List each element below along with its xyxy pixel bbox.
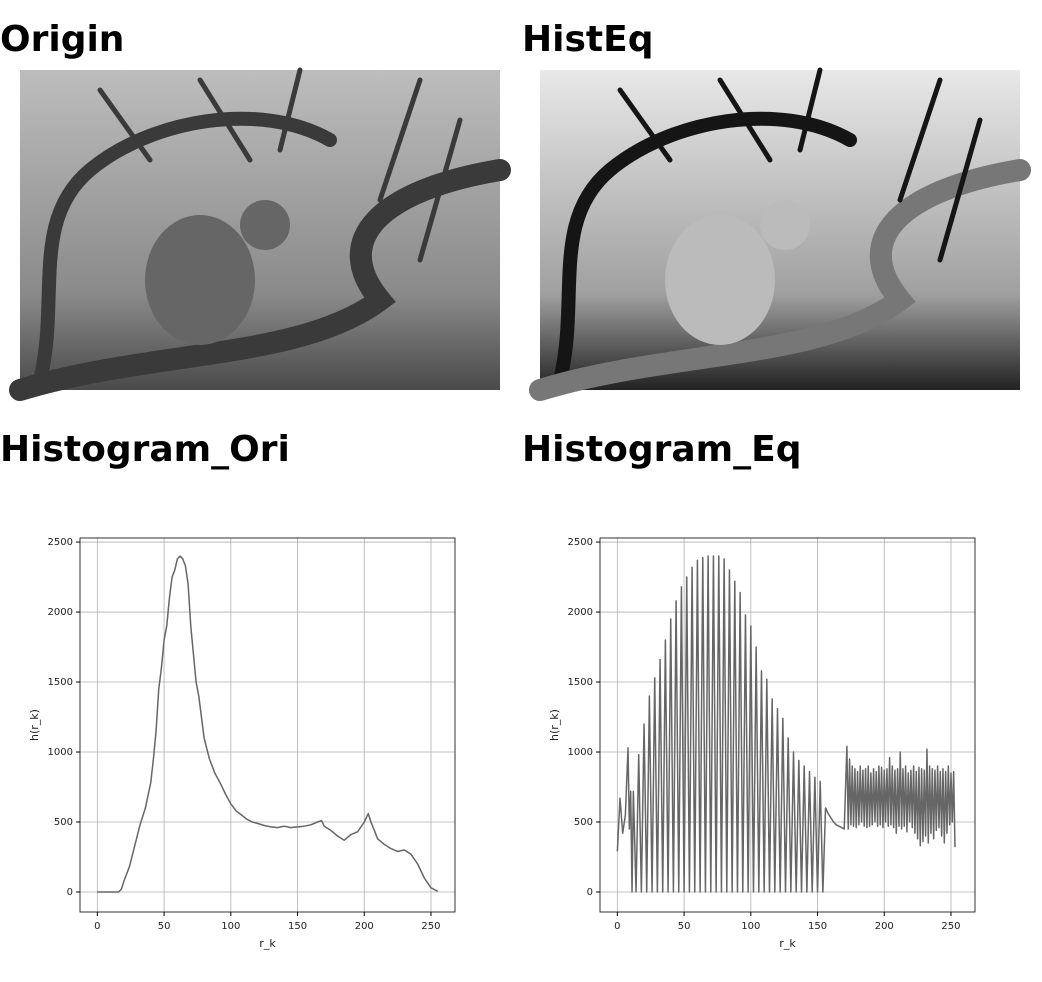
- photo-original: [9, 67, 511, 401]
- photo-equalized: [529, 67, 1031, 401]
- y-tick-label: 1500: [568, 677, 593, 688]
- x-axis-label: r_k: [259, 937, 276, 950]
- heading: Histogram_Eq: [522, 429, 802, 470]
- x-tick-label: 150: [808, 921, 827, 932]
- x-tick-label: 100: [741, 921, 760, 932]
- y-tick-label: 1000: [568, 747, 593, 758]
- x-tick-label: 0: [614, 921, 620, 932]
- heading: HistEq: [522, 19, 654, 60]
- heading: Origin: [0, 19, 125, 60]
- y-tick-label: 1000: [48, 747, 73, 758]
- x-tick-label: 200: [355, 921, 374, 932]
- x-tick-label: 100: [221, 921, 240, 932]
- plot-frame: [79, 537, 456, 913]
- y-tick-label: 0: [67, 887, 73, 898]
- line-series: [616, 555, 956, 893]
- heading: Histogram_Ori: [0, 429, 290, 470]
- y-tick-label: 2000: [48, 607, 73, 618]
- x-tick-label: 50: [678, 921, 691, 932]
- x-tick-label: 50: [158, 921, 171, 932]
- y-tick-label: 500: [54, 817, 73, 828]
- y-tick-label: 1500: [48, 677, 73, 688]
- y-tick-label: 0: [587, 887, 593, 898]
- y-tick-label: 2500: [568, 537, 593, 548]
- x-tick-label: 0: [94, 921, 100, 932]
- y-tick-label: 2500: [48, 537, 73, 548]
- line-series: [97, 555, 438, 893]
- y-axis-label: h(r_k): [28, 709, 41, 741]
- x-axis-label: r_k: [779, 937, 796, 950]
- y-tick-label: 500: [574, 817, 593, 828]
- x-tick-label: 200: [875, 921, 894, 932]
- x-tick-label: 150: [288, 921, 307, 932]
- y-tick-label: 2000: [568, 607, 593, 618]
- plot-frame: [599, 537, 976, 913]
- x-tick-label: 250: [941, 921, 960, 932]
- y-axis-label: h(r_k): [548, 709, 561, 741]
- x-tick-label: 250: [421, 921, 440, 932]
